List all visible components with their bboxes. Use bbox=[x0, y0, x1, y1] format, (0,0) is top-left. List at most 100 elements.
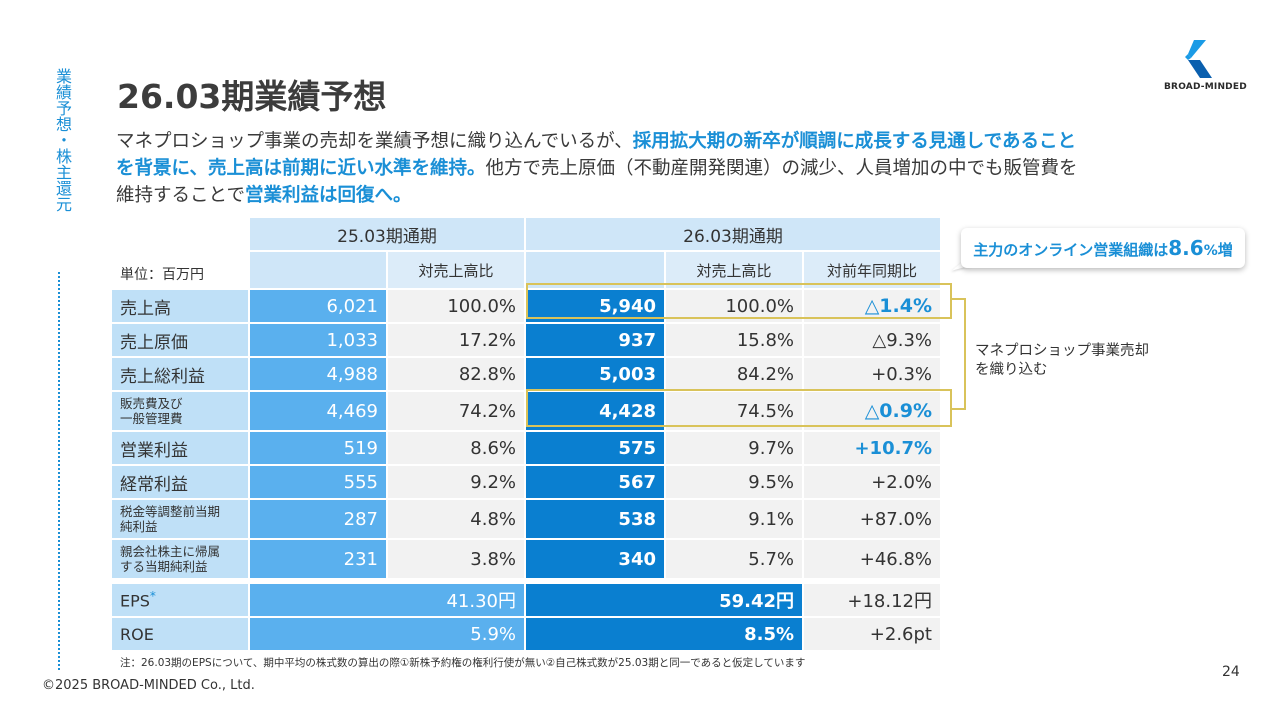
lead-text: マネプロショップ事業の売却を業績予想に織り込んでいるが、 bbox=[116, 131, 633, 152]
forecast-table: 25.03期通期 26.03期通期 単位：百万円 対売上高比 対売上高比 対前年… bbox=[110, 216, 942, 652]
ratio-curr: 84.2% bbox=[666, 358, 802, 390]
value-prev: 519 bbox=[250, 432, 386, 464]
roe-prev: 5.9% bbox=[250, 618, 524, 650]
table-row: 売上高 6,021 100.0% 5,940 100.0% △1.4% bbox=[112, 290, 940, 322]
eps-label: EPS* bbox=[112, 584, 248, 616]
table-header-row: 25.03期通期 26.03期通期 bbox=[112, 218, 940, 250]
highlight-box-sga bbox=[526, 389, 952, 427]
row-label-line: する当期純利益 bbox=[120, 559, 208, 574]
ratio-prev: 3.8% bbox=[388, 540, 524, 578]
value-prev: 6,021 bbox=[250, 290, 386, 322]
row-label: 売上総利益 bbox=[112, 358, 248, 390]
value-curr: 575 bbox=[526, 432, 664, 464]
ratio-curr: 100.0% bbox=[666, 290, 802, 322]
value-prev: 1,033 bbox=[250, 324, 386, 356]
col-yoy: 対前年同期比 bbox=[804, 252, 940, 288]
value-curr: 937 bbox=[526, 324, 664, 356]
ratio-curr: 15.8% bbox=[666, 324, 802, 356]
row-label: 売上原価 bbox=[112, 324, 248, 356]
yoy-change: +46.8% bbox=[804, 540, 940, 578]
table-row: 販売費及び 一般管理費 4,469 74.2% 4,428 74.5% △0.9% bbox=[112, 392, 940, 430]
table-row: 売上原価 1,033 17.2% 937 15.8% △9.3% bbox=[112, 324, 940, 356]
row-label: 販売費及び 一般管理費 bbox=[112, 392, 248, 430]
table-row: 営業利益 519 8.6% 575 9.7% +10.7% bbox=[112, 432, 940, 464]
eps-label-text: EPS bbox=[120, 591, 150, 611]
callout-online-sales: 主力のオンライン営業組織は8.6%増 bbox=[961, 228, 1245, 268]
roe-yoy: +2.6pt bbox=[804, 618, 940, 650]
broad-minded-logo-icon bbox=[1185, 40, 1212, 78]
col-ratio-curr: 対売上高比 bbox=[666, 252, 802, 288]
roe-row: ROE 5.9% 8.5% +2.6pt bbox=[112, 618, 940, 650]
ratio-prev: 74.2% bbox=[388, 392, 524, 430]
ratio-prev: 100.0% bbox=[388, 290, 524, 322]
page-number: 24 bbox=[1222, 664, 1240, 680]
eps-footnote-mark: * bbox=[149, 589, 156, 604]
value-curr: 4,428 bbox=[526, 392, 664, 430]
row-label: 営業利益 bbox=[112, 432, 248, 464]
value-curr: 538 bbox=[526, 500, 664, 538]
row-label-line: 税金等調整前当期 bbox=[120, 504, 221, 519]
ratio-curr: 9.5% bbox=[666, 466, 802, 498]
eps-yoy: +18.12円 bbox=[804, 584, 940, 616]
lead-text: 他方で売上原価（不動産開発関連）の減少、人員増加の中でも販管費を bbox=[485, 158, 1078, 179]
value-prev: 4,988 bbox=[250, 358, 386, 390]
roe-curr: 8.5% bbox=[526, 618, 802, 650]
ratio-curr: 74.5% bbox=[666, 392, 802, 430]
period-prev-header: 25.03期通期 bbox=[250, 218, 524, 250]
logo-text: BROAD-MINDED bbox=[1164, 82, 1247, 92]
ratio-prev: 8.6% bbox=[388, 432, 524, 464]
highlight-box-sales bbox=[526, 283, 952, 319]
row-label: 売上高 bbox=[112, 290, 248, 322]
yoy-change: +0.3% bbox=[804, 358, 940, 390]
ratio-prev: 82.8% bbox=[388, 358, 524, 390]
value-curr: 5,003 bbox=[526, 358, 664, 390]
value-prev: 555 bbox=[250, 466, 386, 498]
bracket-connector bbox=[952, 298, 966, 410]
value-prev: 231 bbox=[250, 540, 386, 578]
table-row: 売上総利益 4,988 82.8% 5,003 84.2% +0.3% bbox=[112, 358, 940, 390]
row-label-line: 販売費及び bbox=[120, 396, 183, 411]
side-note-line: を織り込む bbox=[975, 362, 1048, 378]
callout-number: 8.6 bbox=[1168, 236, 1204, 260]
lead-highlight: 営業利益は回復へ。 bbox=[244, 185, 412, 206]
table-row: 税金等調整前当期 純利益 287 4.8% 538 9.1% +87.0% bbox=[112, 500, 940, 538]
ratio-curr: 9.1% bbox=[666, 500, 802, 538]
lead-highlight: 採用拡大期の新卒が順調に成長する見通しであること bbox=[632, 131, 1076, 152]
value-prev: 4,469 bbox=[250, 392, 386, 430]
value-curr: 567 bbox=[526, 466, 664, 498]
row-label: 税金等調整前当期 純利益 bbox=[112, 500, 248, 538]
ratio-prev: 17.2% bbox=[388, 324, 524, 356]
lead-highlight: を背景に、売上高は前期に近い水準を維持。 bbox=[116, 158, 486, 179]
roe-label: ROE bbox=[112, 618, 248, 650]
side-note-line: マネプロショップ事業売却 bbox=[975, 343, 1149, 359]
callout-text: 主力のオンライン営業組織は bbox=[973, 241, 1169, 259]
value-curr: 340 bbox=[526, 540, 664, 578]
yoy-change: △9.3% bbox=[804, 324, 940, 356]
eps-curr: 59.42円 bbox=[526, 584, 802, 616]
ratio-curr: 5.7% bbox=[666, 540, 802, 578]
period-curr-header: 26.03期通期 bbox=[526, 218, 940, 250]
ratio-prev: 4.8% bbox=[388, 500, 524, 538]
footnote: 注：26.03期のEPSについて、期中平均の株式数の算出の際①新株予約権の権利行… bbox=[120, 657, 806, 669]
lead-text: 維持することで bbox=[116, 185, 245, 206]
row-label: 経常利益 bbox=[112, 466, 248, 498]
yoy-change: △0.9% bbox=[804, 392, 940, 430]
side-note: マネプロショップ事業売却 を織り込む bbox=[975, 342, 1185, 380]
row-label-line: 純利益 bbox=[120, 519, 158, 534]
col-ratio-prev: 対売上高比 bbox=[388, 252, 524, 288]
yoy-change: △1.4% bbox=[804, 290, 940, 322]
copyright: ©2025 BROAD-MINDED Co., Ltd. bbox=[42, 678, 255, 693]
yoy-change: +2.0% bbox=[804, 466, 940, 498]
section-label: 業績予想・株主還元 bbox=[53, 68, 72, 212]
unit-label: 単位：百万円 bbox=[120, 267, 204, 283]
yoy-change: +87.0% bbox=[804, 500, 940, 538]
company-logo: BROAD-MINDED bbox=[1164, 38, 1247, 96]
eps-row: EPS* 41.30円 59.42円 +18.12円 bbox=[112, 584, 940, 616]
lead-paragraph: マネプロショップ事業の売却を業績予想に織り込んでいるが、採用拡大期の新卒が順調に… bbox=[116, 128, 1226, 209]
callout-text: 増 bbox=[1217, 241, 1233, 259]
callout-unit: % bbox=[1203, 243, 1218, 259]
table-row: 親会社株主に帰属 する当期純利益 231 3.8% 340 5.7% +46.8% bbox=[112, 540, 940, 578]
value-prev: 287 bbox=[250, 500, 386, 538]
value-curr: 5,940 bbox=[526, 290, 664, 322]
row-label: 親会社株主に帰属 する当期純利益 bbox=[112, 540, 248, 578]
